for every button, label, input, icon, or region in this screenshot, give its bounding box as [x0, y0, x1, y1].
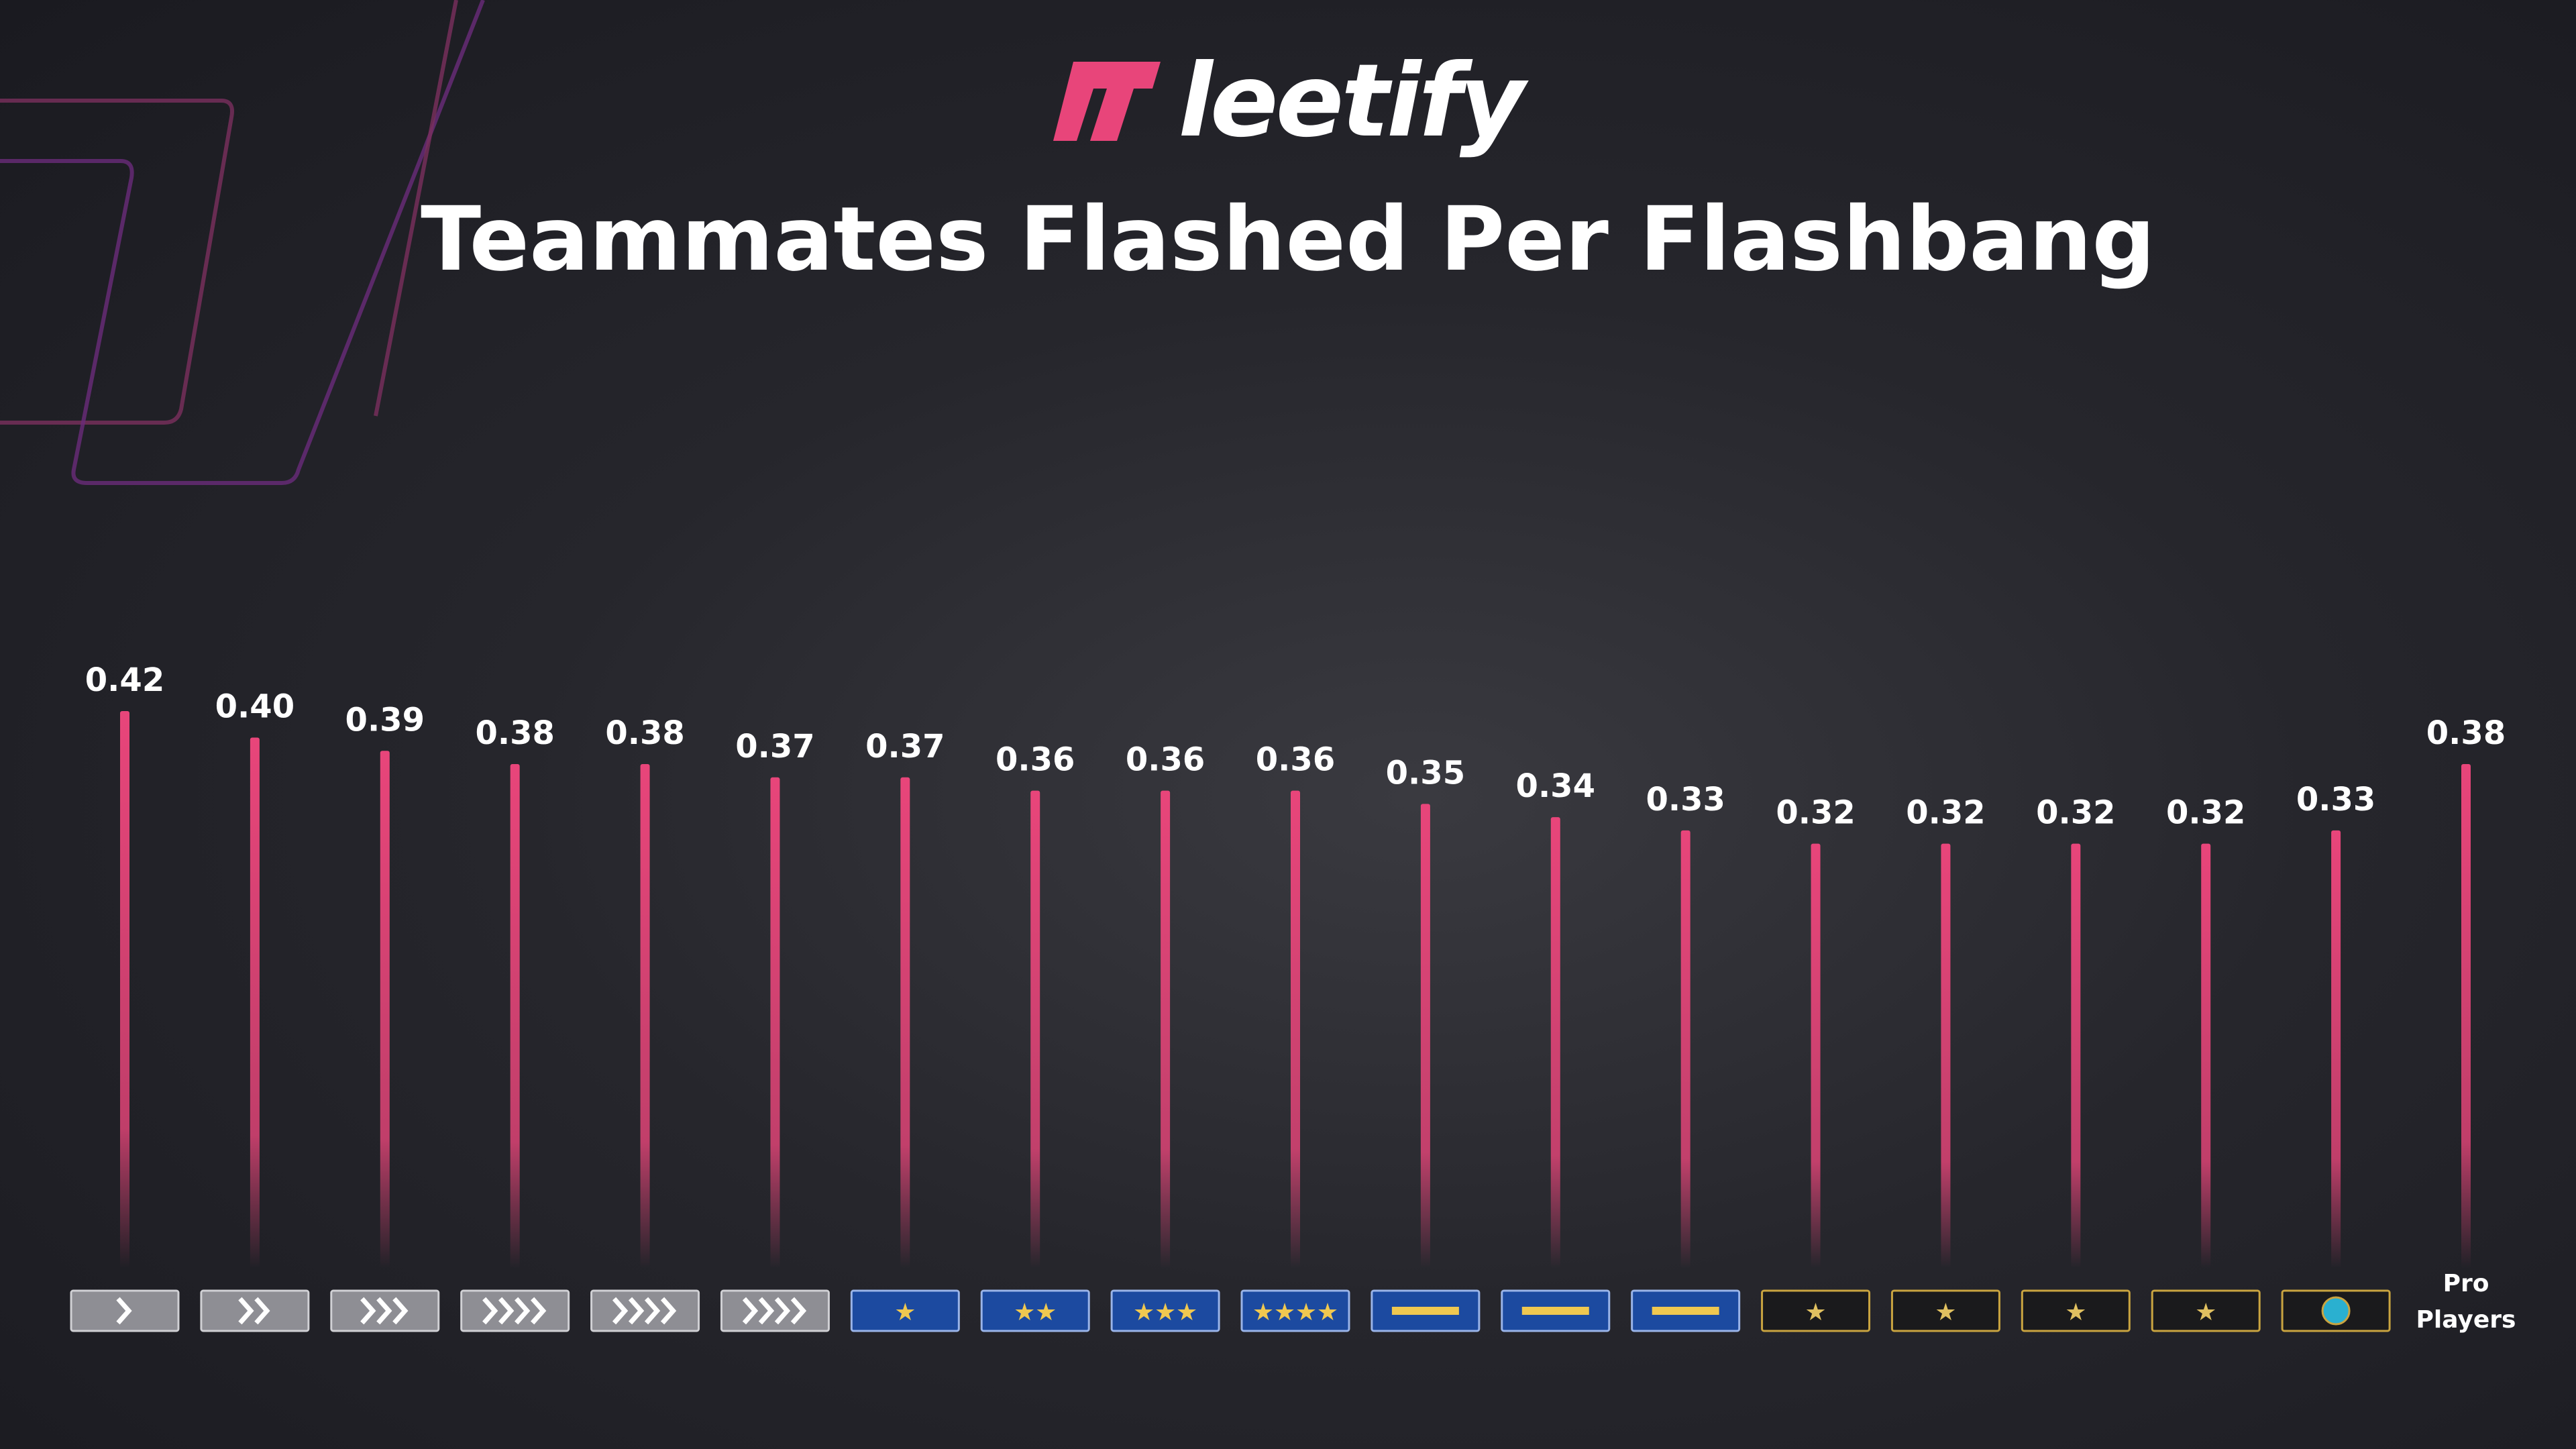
gold-nova-master-badge: ★ ★ ★ ★ [1240, 1289, 1350, 1332]
bar [2461, 764, 2471, 1268]
bar [1030, 790, 1040, 1268]
svg-text:★: ★ [1176, 1299, 1197, 1326]
bar [1550, 817, 1560, 1268]
bar [250, 737, 260, 1268]
svg-text:★: ★ [1295, 1299, 1317, 1326]
silver-2-badge [200, 1289, 310, 1332]
svg-text:★: ★ [1252, 1299, 1274, 1326]
value-label: 0.39 [345, 701, 425, 739]
legendary-eagle-badge: ★ [1890, 1289, 2000, 1332]
svg-text:★: ★ [1317, 1299, 1338, 1326]
supreme-master-first-class-badge: ★ [2151, 1289, 2261, 1332]
gold-nova-3-badge: ★ ★ ★ [1110, 1289, 1220, 1332]
svg-text:★: ★ [2195, 1299, 2216, 1326]
silver-elite-badge [590, 1289, 700, 1332]
master-guardian-elite-badge [1631, 1289, 1741, 1332]
value-label: 0.33 [1646, 781, 1725, 818]
distinguished-master-guardian-badge: ★ [1761, 1289, 1871, 1332]
gold-nova-1-badge: ★ [850, 1289, 960, 1332]
silver-1-badge [70, 1289, 180, 1332]
value-labels-group: 0.42 0.40 0.39 0.38 0.38 0.37 0.37 0.36 0.36 0.36… [85, 661, 2506, 832]
bar [640, 764, 650, 1268]
svg-text:★: ★ [1935, 1299, 1956, 1326]
page-title: Teammates Flashed Per Flashbang [421, 188, 2155, 291]
bar [510, 764, 520, 1268]
bar [1680, 830, 1690, 1268]
bar [380, 751, 390, 1268]
value-label: 0.38 [2426, 714, 2506, 752]
value-label: 0.37 [735, 728, 814, 765]
svg-text:★: ★ [1805, 1299, 1826, 1326]
silver-4-badge [460, 1289, 570, 1332]
bar [770, 777, 780, 1268]
bar [2201, 843, 2211, 1268]
value-label: 0.36 [996, 741, 1075, 779]
rank-icons-group: ★ ★ ★ ★ ★ ★ ★ ★ ★ ★ ★ ★ ★ ★Pro Players [70, 1270, 2516, 1334]
value-label: 0.32 [1776, 794, 1855, 832]
value-label: 0.32 [2036, 794, 2115, 832]
svg-text:★: ★ [1155, 1299, 1176, 1326]
silver-3-badge [330, 1289, 440, 1332]
legendary-eagle-master-badge: ★ [2021, 1289, 2131, 1332]
value-label: 0.38 [605, 714, 684, 752]
logo-text: leetify [1178, 43, 1525, 160]
bar [2331, 830, 2341, 1268]
leetify-logo-icon [1053, 62, 1161, 141]
value-label: 0.36 [1256, 741, 1335, 779]
value-label: 0.37 [865, 728, 945, 765]
bar [1811, 843, 1821, 1268]
value-label: 0.33 [2296, 781, 2375, 818]
master-guardian-1-badge [1371, 1289, 1481, 1332]
value-label: 0.32 [2166, 794, 2245, 832]
svg-text:★: ★ [1014, 1299, 1035, 1326]
bar [900, 777, 910, 1268]
value-label: 0.38 [475, 714, 554, 752]
silver-elite-master-badge [720, 1289, 830, 1332]
category-label: Pro Players [2416, 1270, 2516, 1334]
svg-text:★: ★ [1274, 1299, 1295, 1326]
bar [1291, 790, 1300, 1268]
bar [120, 711, 129, 1268]
value-label: 0.42 [85, 661, 164, 699]
svg-text:★: ★ [2065, 1299, 2086, 1326]
bars-group [120, 711, 2471, 1268]
value-label: 0.40 [215, 688, 294, 726]
global-elite-badge [2281, 1289, 2391, 1332]
svg-text:★: ★ [894, 1299, 916, 1326]
bar [1420, 804, 1430, 1268]
value-label: 0.36 [1126, 741, 1205, 779]
svg-text:★: ★ [1035, 1299, 1057, 1326]
value-label: 0.32 [1906, 794, 1985, 832]
gold-nova-2-badge: ★ ★ [980, 1289, 1090, 1332]
svg-text:★: ★ [1133, 1299, 1155, 1326]
bar [1161, 790, 1171, 1268]
value-label: 0.34 [1516, 767, 1595, 805]
value-label: 0.35 [1386, 754, 1465, 792]
master-guardian-2-badge [1501, 1289, 1611, 1332]
bar [1941, 843, 1951, 1268]
bar [2071, 843, 2081, 1268]
logo: leetify [0, 43, 2576, 160]
